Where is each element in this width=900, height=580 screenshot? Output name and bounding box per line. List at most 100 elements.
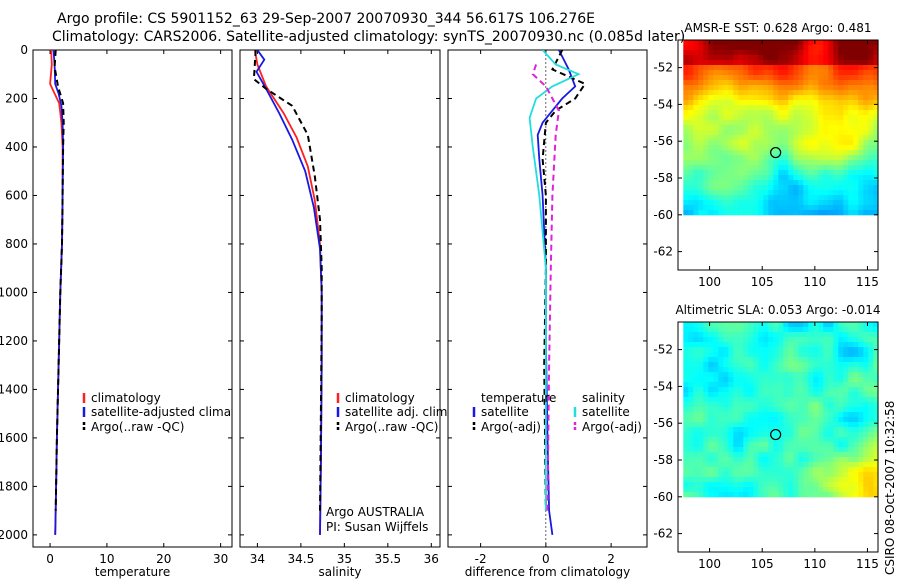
sst-heatmap-cell	[853, 65, 859, 71]
sla-heatmap-cell	[728, 367, 734, 373]
sst-heatmap-cell	[723, 65, 729, 71]
sla-heatmap-cell	[783, 462, 789, 468]
sla-heatmap-cell	[708, 357, 714, 363]
sla-heatmap-cell	[738, 427, 744, 433]
sla-heatmap-cell	[788, 362, 794, 368]
sst-heatmap-cell	[813, 65, 819, 71]
sla-heatmap-cell	[788, 422, 794, 428]
sla-heatmap-cell	[718, 417, 724, 423]
sla-heatmap-cell	[703, 407, 709, 413]
sla-heatmap-cell	[843, 432, 849, 438]
sst-heatmap-cell	[843, 200, 849, 206]
temperature-ytick-label: 400	[5, 140, 28, 154]
sla-heatmap-cell	[708, 477, 714, 483]
sla-heatmap-cell	[848, 482, 854, 488]
sla-heatmap-cell	[698, 382, 704, 388]
sst-heatmap-cell	[848, 70, 854, 76]
sst-heatmap-cell	[708, 180, 714, 186]
sst-heatmap-cell	[683, 100, 689, 106]
sla-heatmap-cell	[753, 442, 759, 448]
sst-heatmap-cell	[698, 205, 704, 211]
sla-heatmap-cell	[763, 337, 769, 343]
sst-title: AMSR-E SST: 0.628 Argo: 0.481	[684, 21, 871, 35]
sst-heatmap-cell	[763, 55, 769, 61]
sla-heatmap-cell	[818, 452, 824, 458]
sst-heatmap-cell	[828, 105, 834, 111]
sla-heatmap-cell	[768, 452, 774, 458]
sla-heatmap-cell	[803, 392, 809, 398]
sst-heatmap-cell	[808, 170, 814, 176]
sla-heatmap-cell	[863, 382, 869, 388]
sst-heatmap-cell	[698, 180, 704, 186]
sla-heatmap-cell	[718, 377, 724, 383]
sst-heatmap-cell	[738, 40, 744, 46]
sst-heatmap-cell	[793, 130, 799, 136]
sla-heatmap-cell	[768, 352, 774, 358]
sla-heatmap-cell	[818, 462, 824, 468]
sst-heatmap-cell	[833, 75, 839, 81]
sla-heatmap-cell	[828, 372, 834, 378]
sst-heatmap-cell	[683, 165, 689, 171]
sla-heatmap-cell	[808, 407, 814, 413]
sla-heatmap-cell	[683, 392, 689, 398]
sla-heatmap-cell	[838, 357, 844, 363]
sst-heatmap-cell	[863, 190, 869, 196]
sst-heatmap-cell	[773, 130, 779, 136]
sst-heatmap-cell	[773, 95, 779, 101]
sla-heatmap-cell	[833, 492, 839, 498]
sst-heatmap-cell	[723, 175, 729, 181]
sst-heatmap-cell	[793, 55, 799, 61]
sla-heatmap-cell	[873, 392, 879, 398]
sst-heatmap-cell	[743, 190, 749, 196]
sla-heatmap-cell	[803, 417, 809, 423]
sst-heatmap-cell	[688, 200, 694, 206]
sst-heatmap-cell	[828, 45, 834, 51]
sla-heatmap-cell	[683, 362, 689, 368]
sst-heatmap-cell	[753, 130, 759, 136]
sla-heatmap-cell	[713, 467, 719, 473]
sla-heatmap-cell	[768, 427, 774, 433]
sla-heatmap-cell	[778, 467, 784, 473]
sla-heatmap-cell	[693, 442, 699, 448]
sla-heatmap-cell	[778, 417, 784, 423]
sla-heatmap-cell	[873, 322, 879, 328]
sst-heatmap-cell	[693, 75, 699, 81]
sst-heatmap-cell	[843, 190, 849, 196]
sla-heatmap-cell	[793, 467, 799, 473]
sst-heatmap-cell	[728, 55, 734, 61]
sst-heatmap-cell	[823, 80, 829, 86]
sst-heatmap-cell	[828, 210, 834, 216]
sst-heatmap-cell	[698, 185, 704, 191]
sst-heatmap-cell	[833, 190, 839, 196]
sla-heatmap-cell	[853, 337, 859, 343]
sla-heatmap-cell	[713, 422, 719, 428]
sst-heatmap-cell	[828, 165, 834, 171]
sla-heatmap-cell	[838, 462, 844, 468]
sst-heatmap-cell	[793, 70, 799, 76]
sla-heatmap-cell	[738, 487, 744, 493]
sla-heatmap-cell	[813, 362, 819, 368]
sst-heatmap-cell	[858, 110, 864, 116]
sst-heatmap-cell	[853, 150, 859, 156]
sst-heatmap-cell	[688, 40, 694, 46]
sst-heatmap-cell	[708, 155, 714, 161]
sst-heatmap-cell	[873, 60, 879, 66]
sla-heatmap-cell	[743, 432, 749, 438]
sst-heatmap-cell	[783, 210, 789, 216]
sst-heatmap-cell	[723, 190, 729, 196]
sla-heatmap-cell	[703, 342, 709, 348]
sla-heatmap-cell	[738, 432, 744, 438]
sla-heatmap-cell	[798, 322, 804, 328]
sla-heatmap-cell	[708, 437, 714, 443]
sla-heatmap-cell	[703, 337, 709, 343]
sst-heatmap-cell	[763, 130, 769, 136]
sst-heatmap-cell	[748, 205, 754, 211]
sst-heatmap-cell	[828, 95, 834, 101]
sst-heatmap-cell	[838, 130, 844, 136]
sst-heatmap-cell	[768, 105, 774, 111]
sst-heatmap-cell	[853, 50, 859, 56]
sst-heatmap-cell	[848, 105, 854, 111]
sst-heatmap-cell	[733, 210, 739, 216]
sla-heatmap-cell	[788, 427, 794, 433]
